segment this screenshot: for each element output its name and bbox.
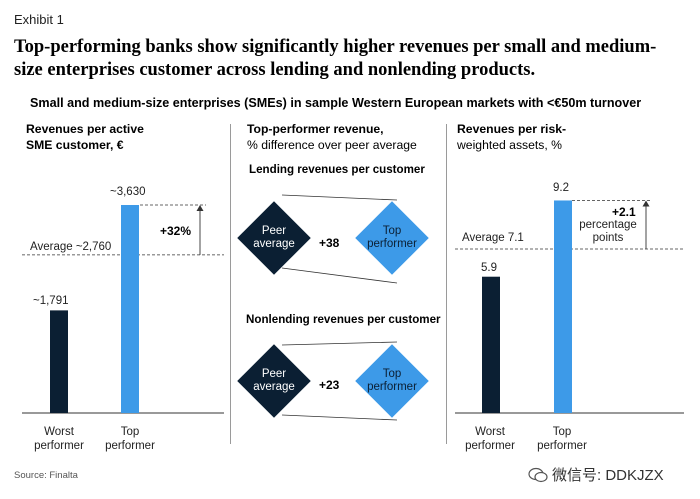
- nonlending-difference-label: +23: [319, 378, 340, 392]
- nonlending-top-label: Top performer: [357, 368, 427, 394]
- chart1-title-line2: SME customer, €: [26, 138, 124, 152]
- chart1-worst-value-label: ~1,791: [33, 295, 69, 307]
- divider-left: [230, 124, 231, 444]
- chart3-title-line2: weighted assets, %: [457, 138, 563, 152]
- chart3-worst-value-label: 5.9: [481, 262, 497, 274]
- chart1-title: Revenues per active SME customer, €: [26, 121, 144, 153]
- chart3-category-top: Top performer: [526, 425, 598, 453]
- chart1-bar-worst: [50, 310, 68, 413]
- chart3-category-top-line1: Top: [552, 426, 572, 438]
- lending-connector-top: [281, 194, 398, 201]
- lending-top-label-line2: performer: [367, 238, 417, 250]
- chart1-title-line1: Revenues per active: [26, 122, 144, 136]
- divider-right: [446, 124, 447, 444]
- lending-difference-label: +38: [319, 236, 340, 250]
- chart1-difference-arrowhead: [196, 205, 204, 212]
- source-note: Source: Finalta: [14, 470, 78, 481]
- chart1-category-top-line2: performer: [105, 440, 155, 452]
- nonlending-peer-label-line2: average: [253, 381, 295, 393]
- nonlending-connector-bottom: [281, 414, 398, 421]
- chart2-title-line2: % difference over peer average: [247, 138, 417, 152]
- chart3-difference-label: +2.1: [612, 205, 636, 219]
- chart3-bar-worst: [482, 276, 500, 413]
- subtitle: Small and medium-size enterprises (SMEs)…: [30, 96, 642, 110]
- nonlending-top-label-line1: Top: [382, 368, 402, 380]
- chart1-difference-label: +32%: [160, 224, 192, 238]
- chart3-difference-arrowhead: [642, 200, 650, 207]
- chart1-category-worst: Worst performer: [24, 425, 94, 453]
- chart3-top-value-label: 9.2: [553, 182, 569, 194]
- chart3-category-worst-line1: Worst: [475, 426, 505, 438]
- nonlending-title: Nonlending revenues per customer: [246, 313, 441, 326]
- chart1-category-worst-line2: performer: [34, 440, 84, 452]
- chart3-bar-top: [554, 200, 572, 413]
- chart3-difference-sub-line1: percentage: [579, 219, 637, 231]
- nonlending-connector-top: [281, 341, 398, 346]
- wechat-icon: [528, 467, 548, 482]
- chart3-difference-sublabel: percentage points: [572, 219, 644, 245]
- nonlending-peer-label-line1: Peer: [261, 368, 287, 380]
- nonlending-peer-label: Peer average: [239, 368, 309, 394]
- chart1-category-top: Top performer: [94, 425, 166, 453]
- lending-top-label-line1: Top: [382, 225, 402, 237]
- lending-peer-label-line2: average: [253, 238, 295, 250]
- chart3-category-top-line2: performer: [537, 440, 587, 452]
- nonlending-top-label-line2: performer: [367, 381, 417, 393]
- lending-title: Lending revenues per customer: [249, 163, 425, 176]
- headline: Top-performing banks show significantly …: [14, 37, 657, 80]
- chart3-title: Revenues per risk- weighted assets, %: [457, 121, 566, 153]
- chart3-title-line1: Revenues per risk-: [457, 122, 567, 136]
- chart1-bar-top: [121, 205, 139, 413]
- lending-top-label: Top performer: [357, 225, 427, 251]
- chart1-category-top-line1: Top: [120, 426, 140, 438]
- lending-peer-label: Peer average: [239, 225, 309, 251]
- chart3-average-label: Average 7.1: [462, 232, 524, 244]
- watermark: 微信号: DDKJZX: [528, 464, 664, 485]
- chart2-title: Top-performer revenue, % difference over…: [247, 121, 417, 153]
- chart1-category-worst-line1: Worst: [44, 426, 74, 438]
- chart3-category-worst: Worst performer: [454, 425, 526, 453]
- chart1-average-label: Average ~2,760: [30, 241, 112, 253]
- chart3-category-worst-line2: performer: [465, 440, 515, 452]
- exhibit-label: Exhibit 1: [14, 12, 64, 27]
- lending-connector-bottom: [281, 267, 398, 284]
- chart2-title-line1: Top-performer revenue,: [247, 122, 384, 136]
- lending-peer-label-line1: Peer: [261, 225, 287, 237]
- watermark-text: 微信号: DDKJZX: [552, 467, 664, 484]
- chart1-top-value-label: ~3,630: [110, 186, 146, 198]
- chart3-difference-sub-line2: points: [592, 232, 624, 244]
